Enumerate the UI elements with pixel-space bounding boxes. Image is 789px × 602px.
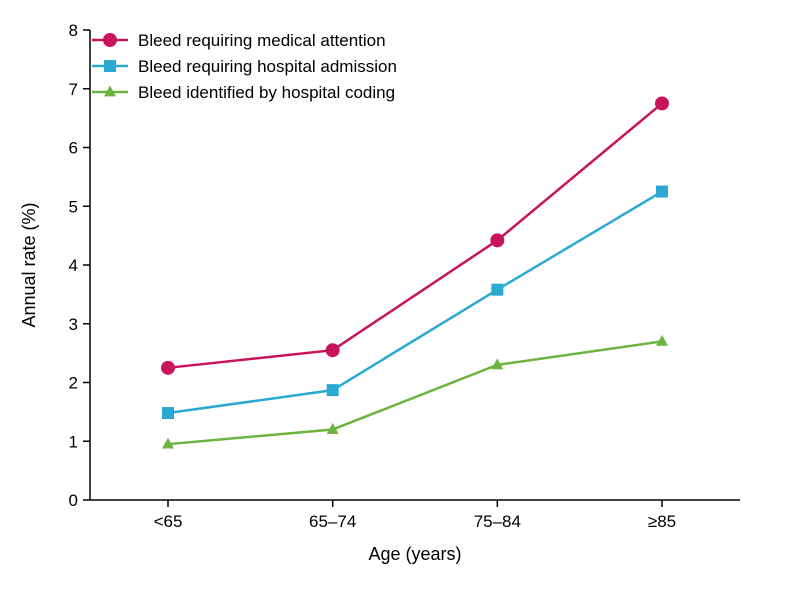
- series-line: [168, 341, 662, 444]
- marker-circle: [490, 233, 504, 247]
- marker-square: [162, 407, 174, 419]
- marker-square: [656, 186, 668, 198]
- marker-circle: [103, 33, 117, 47]
- marker-circle: [655, 96, 669, 110]
- x-axis-label: Age (years): [368, 544, 461, 564]
- marker-square: [327, 384, 339, 396]
- legend-label: Bleed requiring medical attention: [138, 31, 386, 50]
- y-tick-label: 6: [69, 139, 78, 158]
- legend-label: Bleed requiring hospital admission: [138, 57, 397, 76]
- x-tick-label: 65–74: [309, 512, 356, 531]
- y-tick-label: 5: [69, 197, 78, 216]
- chart-svg: 0 1 2 3 4 5 6 7 8 <65 65–74 75–84 ≥85 Age (years) Annu…: [0, 0, 789, 602]
- y-tick-label: 4: [69, 256, 78, 275]
- y-tick-label: 0: [69, 491, 78, 510]
- y-tick-label: 1: [69, 432, 78, 451]
- x-tick-label: 75–84: [474, 512, 521, 531]
- y-tick-label: 2: [69, 374, 78, 393]
- x-tick-label: ≥85: [648, 512, 676, 531]
- y-axis-label: Annual rate (%): [19, 202, 39, 327]
- marker-triangle: [656, 335, 668, 346]
- y-tick-label: 7: [69, 80, 78, 99]
- marker-circle: [161, 361, 175, 375]
- chart-container: 0 1 2 3 4 5 6 7 8 <65 65–74 75–84 ≥85 Age (years) Annu…: [0, 0, 789, 602]
- series-line: [168, 192, 662, 413]
- marker-circle: [326, 343, 340, 357]
- marker-square: [104, 60, 116, 72]
- y-tick-label: 3: [69, 315, 78, 334]
- x-tick-label: <65: [154, 512, 183, 531]
- marker-square: [491, 284, 503, 296]
- y-tick-label: 8: [69, 21, 78, 40]
- legend-label: Bleed identified by hospital coding: [138, 83, 395, 102]
